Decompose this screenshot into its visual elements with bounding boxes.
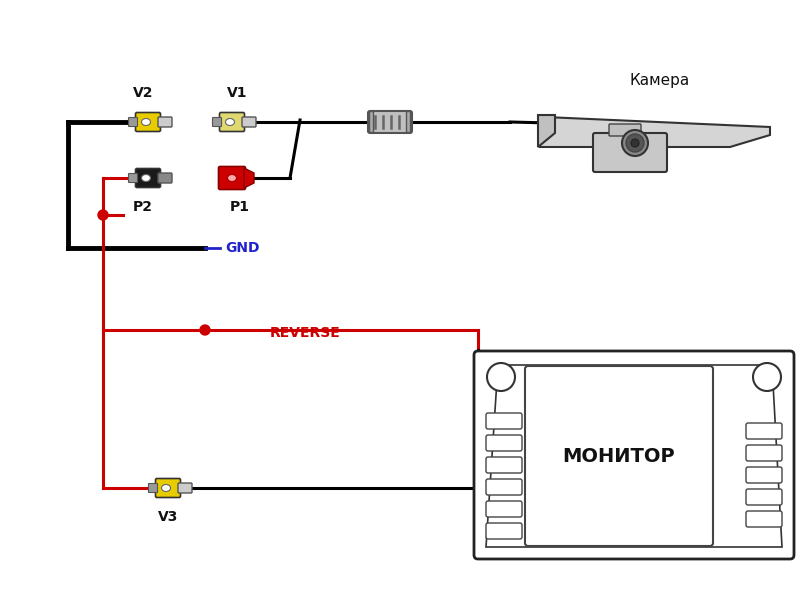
Ellipse shape [162,484,170,491]
Polygon shape [538,115,555,147]
FancyBboxPatch shape [218,166,246,189]
FancyBboxPatch shape [178,483,192,493]
Text: GND: GND [225,241,259,255]
Polygon shape [244,168,254,188]
Polygon shape [486,365,782,547]
FancyBboxPatch shape [609,124,641,136]
FancyBboxPatch shape [135,112,161,131]
FancyBboxPatch shape [486,435,522,451]
FancyBboxPatch shape [486,457,522,473]
FancyBboxPatch shape [746,511,782,527]
FancyBboxPatch shape [486,501,522,517]
FancyBboxPatch shape [135,169,161,188]
FancyBboxPatch shape [486,413,522,429]
Text: МОНИТОР: МОНИТОР [562,446,675,465]
FancyBboxPatch shape [155,478,181,497]
FancyBboxPatch shape [525,366,713,546]
FancyBboxPatch shape [242,117,256,127]
Text: V2: V2 [133,86,154,100]
Text: P1: P1 [230,200,250,214]
Text: REVERSE: REVERSE [270,326,340,340]
FancyBboxPatch shape [746,489,782,505]
Circle shape [622,130,648,156]
Circle shape [98,210,108,220]
FancyBboxPatch shape [746,445,782,461]
FancyBboxPatch shape [746,423,782,439]
Circle shape [631,139,639,147]
Ellipse shape [226,118,234,126]
FancyBboxPatch shape [474,351,794,559]
FancyBboxPatch shape [158,117,172,127]
FancyBboxPatch shape [149,484,158,493]
Circle shape [753,363,781,391]
Circle shape [200,325,210,335]
Ellipse shape [227,175,237,182]
FancyBboxPatch shape [370,111,374,133]
FancyBboxPatch shape [593,133,667,172]
Text: V1: V1 [226,86,247,100]
FancyBboxPatch shape [368,111,412,133]
Text: P2: P2 [133,200,153,214]
FancyBboxPatch shape [486,479,522,495]
FancyBboxPatch shape [486,523,522,539]
Circle shape [487,363,515,391]
Ellipse shape [142,175,150,182]
FancyBboxPatch shape [406,111,410,133]
Ellipse shape [142,118,150,126]
Polygon shape [540,117,770,147]
FancyBboxPatch shape [129,173,138,182]
FancyBboxPatch shape [219,112,245,131]
Circle shape [626,134,644,152]
FancyBboxPatch shape [213,117,222,127]
FancyBboxPatch shape [746,467,782,483]
Text: V3: V3 [158,510,178,524]
FancyBboxPatch shape [129,117,138,127]
FancyBboxPatch shape [158,173,172,183]
Text: Камера: Камера [630,72,690,88]
